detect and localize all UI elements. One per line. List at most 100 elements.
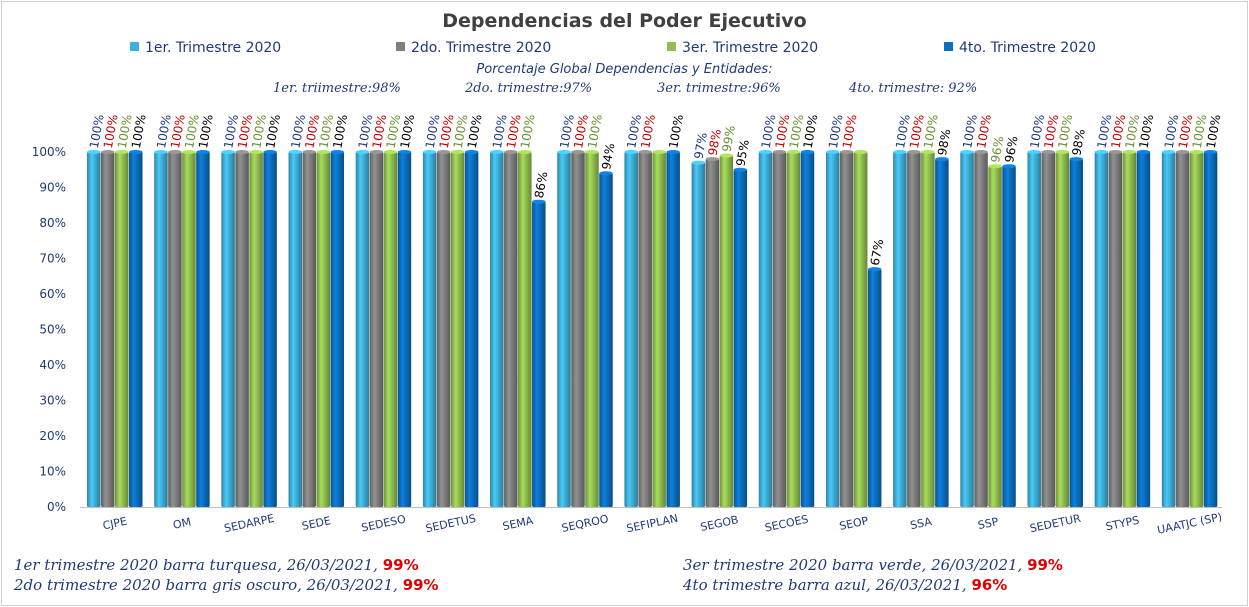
data-label-q4: 98% [1069,128,1087,157]
data-label-q2: 100% [101,113,121,149]
data-label-q2: 100% [974,113,994,149]
legend-swatch-q3 [667,42,676,51]
bar-q1 [1027,152,1041,507]
bar-q2 [772,152,787,507]
y-tick-label: 10% [39,465,66,479]
data-label-q1: 97% [692,131,710,160]
data-label-q2: 100% [840,113,860,149]
bar-cap-q4 [1136,150,1151,154]
data-label-q4: 67% [868,238,886,267]
bar-cap-q2 [907,150,921,154]
y-tick-label: 60% [39,287,66,301]
data-label-q3: 100% [921,113,941,149]
bar-q4 [1203,152,1218,507]
bar-q3 [383,152,398,507]
data-label-q1: 100% [624,113,644,149]
bar-q1 [1161,152,1176,507]
bar-cap-q2 [235,150,249,154]
bar-cap-q4 [666,150,680,154]
bar-cap-q3 [182,150,196,154]
bar-q1 [221,152,235,507]
data-label-q2: 100% [504,113,524,149]
data-label-q2: 100% [907,113,927,149]
bar-cap-q1 [691,160,706,165]
bar-q4 [330,152,345,507]
chart-title: Dependencias del Poder Ejecutivo [442,10,807,32]
bar-q3 [652,152,666,507]
bar-cap-q2 [571,150,585,154]
bar-cap-q4 [599,171,613,176]
bar-q3 [921,152,935,507]
bar-cap-q4 [397,150,412,154]
legend-label-q2: 2do. Trimestre 2020 [411,40,552,56]
data-label-q2: 100% [571,113,591,149]
data-label-q3: 100% [1123,113,1143,149]
data-label-q2: 100% [168,113,188,149]
bar-q1 [154,152,168,507]
legend-swatch-q1 [130,42,139,51]
bar-cap-q1 [557,150,571,154]
bar-cap-q1 [624,150,638,154]
legend-item-q1: 1er. Trimestre 2020 [130,40,281,56]
bar-q2 [302,152,317,507]
data-label-q1: 100% [1162,113,1182,149]
legend-label-q4: 4to. Trimestre 2020 [959,40,1096,56]
bar-q1 [557,152,571,507]
category-label: SEGOB [699,513,740,534]
y-tick-label: 0% [47,500,66,514]
footer-text-q3: 3er trimestre 2020 barra verde, 26/03/20… [683,556,1028,574]
category-label: SSA [909,515,933,532]
footer-text-q2: 2do trimestre 2020 barra gris oscuro, 26… [14,576,403,594]
bar-cap-q1 [288,150,303,154]
bar-q1 [87,152,101,507]
data-label-q3: 100% [1055,113,1075,149]
bar-cap-q3 [383,150,398,154]
bar-q4 [464,152,479,507]
bar-q1 [355,152,370,507]
bar-q1 [758,152,773,507]
data-label-q3: 100% [115,113,135,149]
summary-q1: 1er. triimestre:98% [273,81,401,96]
category-label: SEDETUR [1029,512,1083,536]
data-label-q1: 100% [221,113,241,149]
category-label: SEMA [501,514,534,533]
bar-cap-q1 [1094,150,1109,154]
bar-cap-q3 [518,150,532,154]
footer-note-q2: 2do trimestre 2020 barra gris oscuro, 26… [14,576,439,594]
data-label-q4: 100% [398,113,418,149]
bar-q4 [1136,152,1151,507]
bar-q4 [1069,159,1083,507]
category-label: SEDE [301,514,332,533]
bar-q1 [960,152,974,507]
bar-q3 [1055,152,1069,507]
bar-cap-q4 [935,157,949,162]
data-label-q3: 99% [720,124,738,153]
data-label-q2: 100% [773,113,793,149]
bar-q3 [115,152,129,507]
data-label-q4: 100% [196,113,216,149]
bar-cap-q4 [1002,164,1016,169]
y-tick-label: 100% [32,145,66,159]
bar-cap-q2 [1175,150,1190,154]
y-tick-label: 40% [39,358,66,372]
bar-cap-q2 [436,150,451,154]
data-label-q4: 100% [129,113,149,149]
summary-q2: 2do. trimestre:97% [465,81,593,96]
bar-q3 [853,152,868,507]
bar-q2 [1041,152,1055,507]
bar-q3 [450,152,465,507]
bar-q4 [867,269,882,507]
data-label-q2: 100% [235,113,255,149]
bar-q2 [235,152,249,507]
data-label-q1: 100% [288,113,308,149]
bar-cap-q3 [249,150,263,154]
bar-cap-q1 [154,150,168,154]
bar-q1 [624,152,638,507]
bar-cap-q3 [921,150,935,154]
y-tick-label: 50% [39,323,66,337]
bar-cap-q2 [302,150,317,154]
bar-q2 [168,152,182,507]
bar-cap-q4 [196,150,210,154]
data-label-q3: 100% [518,113,538,149]
bar-cap-q2 [974,150,988,154]
